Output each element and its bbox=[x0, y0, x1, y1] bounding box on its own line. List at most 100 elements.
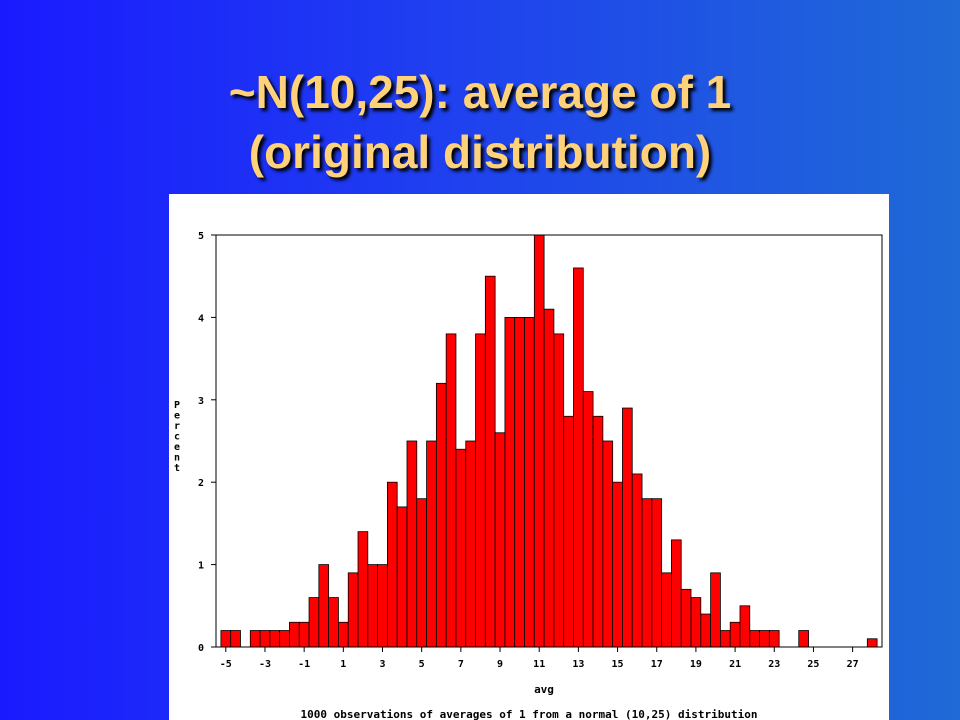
histogram-bar bbox=[279, 630, 290, 648]
histogram-bar bbox=[563, 415, 574, 648]
x-tick-label: 25 bbox=[807, 659, 819, 670]
y-tick-label: 3 bbox=[198, 396, 204, 407]
histogram-bar bbox=[866, 638, 878, 648]
histogram-bar bbox=[719, 630, 731, 648]
histogram-bar bbox=[426, 440, 437, 648]
y-tick-label: 0 bbox=[198, 643, 204, 654]
y-tick-label: 4 bbox=[198, 313, 204, 324]
histogram-bar bbox=[543, 308, 555, 648]
histogram-bar bbox=[289, 621, 300, 648]
histogram-bar bbox=[680, 588, 692, 648]
y-tick-label: 1 bbox=[198, 561, 204, 572]
histogram-bar bbox=[259, 630, 271, 648]
histogram-bar bbox=[553, 333, 565, 648]
slide-title: ~N(10,25): average of 1 (original distri… bbox=[0, 62, 960, 182]
histogram-bar bbox=[504, 317, 516, 648]
histogram-bar bbox=[298, 621, 310, 648]
histogram-bar bbox=[435, 382, 447, 648]
x-tick-label: 17 bbox=[651, 659, 663, 670]
histogram-bar bbox=[749, 630, 760, 648]
x-tick-label: 1 bbox=[340, 659, 346, 670]
y-axis-label-char: t bbox=[174, 463, 180, 474]
histogram-bar bbox=[367, 564, 379, 648]
histogram-bar bbox=[328, 597, 339, 648]
histogram-bar bbox=[651, 498, 663, 648]
bars-group bbox=[220, 234, 878, 648]
x-tick-label: -5 bbox=[220, 659, 232, 670]
y-axis-label-char: c bbox=[174, 432, 180, 443]
histogram-bar bbox=[739, 605, 751, 648]
x-tick-label: 15 bbox=[612, 659, 624, 670]
histogram-bar bbox=[602, 440, 614, 648]
histogram-bar bbox=[759, 630, 770, 648]
histogram-bar bbox=[484, 275, 496, 648]
x-tick-label: 19 bbox=[690, 659, 702, 670]
x-tick-label: 11 bbox=[533, 659, 545, 670]
x-tick-label: 27 bbox=[847, 659, 859, 670]
histogram-bar bbox=[573, 267, 584, 648]
histogram-bar bbox=[592, 415, 604, 648]
histogram-bar bbox=[455, 448, 467, 648]
histogram-bar bbox=[710, 572, 721, 648]
x-tick-label: 5 bbox=[419, 659, 425, 670]
x-tick-label: 9 bbox=[497, 659, 503, 670]
histogram-bar bbox=[338, 621, 349, 648]
histogram-bar bbox=[494, 432, 506, 648]
chart-footnote: 1000 observations of averages of 1 from … bbox=[301, 708, 758, 720]
histogram-bar bbox=[249, 630, 261, 648]
histogram-bar bbox=[514, 317, 525, 648]
histogram-bar bbox=[308, 597, 320, 648]
histogram-bar bbox=[230, 630, 241, 648]
x-axis-label: avg bbox=[534, 683, 554, 696]
x-tick-label: 7 bbox=[458, 659, 464, 670]
histogram-bar bbox=[729, 621, 741, 648]
histogram-bar bbox=[269, 630, 281, 648]
y-axis-label-char: n bbox=[174, 453, 180, 464]
y-axis-label-char: r bbox=[174, 421, 180, 432]
histogram-bar bbox=[357, 531, 369, 648]
y-axis-label-char: e bbox=[174, 442, 180, 453]
y-tick-label: 2 bbox=[198, 478, 204, 489]
histogram-bar bbox=[377, 564, 388, 648]
histogram-bar bbox=[690, 597, 702, 648]
histogram-bar bbox=[465, 440, 476, 648]
x-axis: -5 -3 -1 1 3 5 7 9 11 13 15 17 19 21 23 25 27 bbox=[220, 647, 859, 670]
histogram-bar bbox=[700, 613, 712, 648]
x-tick-label: 21 bbox=[729, 659, 741, 670]
histogram-bar bbox=[798, 630, 809, 648]
histogram-bar bbox=[661, 572, 672, 648]
histogram-bar bbox=[220, 630, 232, 648]
histogram-bar bbox=[524, 317, 535, 648]
x-tick-label: 23 bbox=[768, 659, 780, 670]
title-line-1: ~N(10,25): average of 1 bbox=[228, 66, 732, 118]
histogram-bar bbox=[347, 572, 359, 648]
histogram-bar bbox=[475, 333, 486, 648]
y-axis-label-char: P bbox=[174, 400, 180, 411]
x-tick-label: 13 bbox=[572, 659, 584, 670]
histogram-bar bbox=[631, 473, 643, 648]
histogram-bar bbox=[406, 440, 418, 648]
x-tick-label: -3 bbox=[259, 659, 271, 670]
histogram-bar bbox=[533, 234, 545, 648]
histogram-bar bbox=[582, 391, 594, 648]
histogram-bar bbox=[671, 539, 682, 648]
x-tick-label: -1 bbox=[298, 659, 310, 670]
y-axis: 0 1 2 3 4 5 bbox=[198, 231, 216, 654]
y-tick-label: 5 bbox=[198, 231, 204, 242]
histogram-bar bbox=[416, 498, 427, 648]
histogram-bar bbox=[612, 481, 623, 648]
histogram-bar bbox=[622, 407, 633, 648]
histogram-bar bbox=[318, 564, 330, 648]
histogram-bar bbox=[386, 481, 398, 648]
plot-frame bbox=[215, 234, 883, 648]
histogram-bar bbox=[768, 630, 780, 648]
y-axis-label-char: e bbox=[174, 411, 180, 422]
x-tick-label: 3 bbox=[379, 659, 385, 670]
title-line-2: (original distribution) bbox=[248, 126, 712, 178]
histogram-bar bbox=[396, 506, 408, 648]
histogram-bar bbox=[445, 333, 457, 648]
histogram-bar bbox=[641, 498, 653, 648]
